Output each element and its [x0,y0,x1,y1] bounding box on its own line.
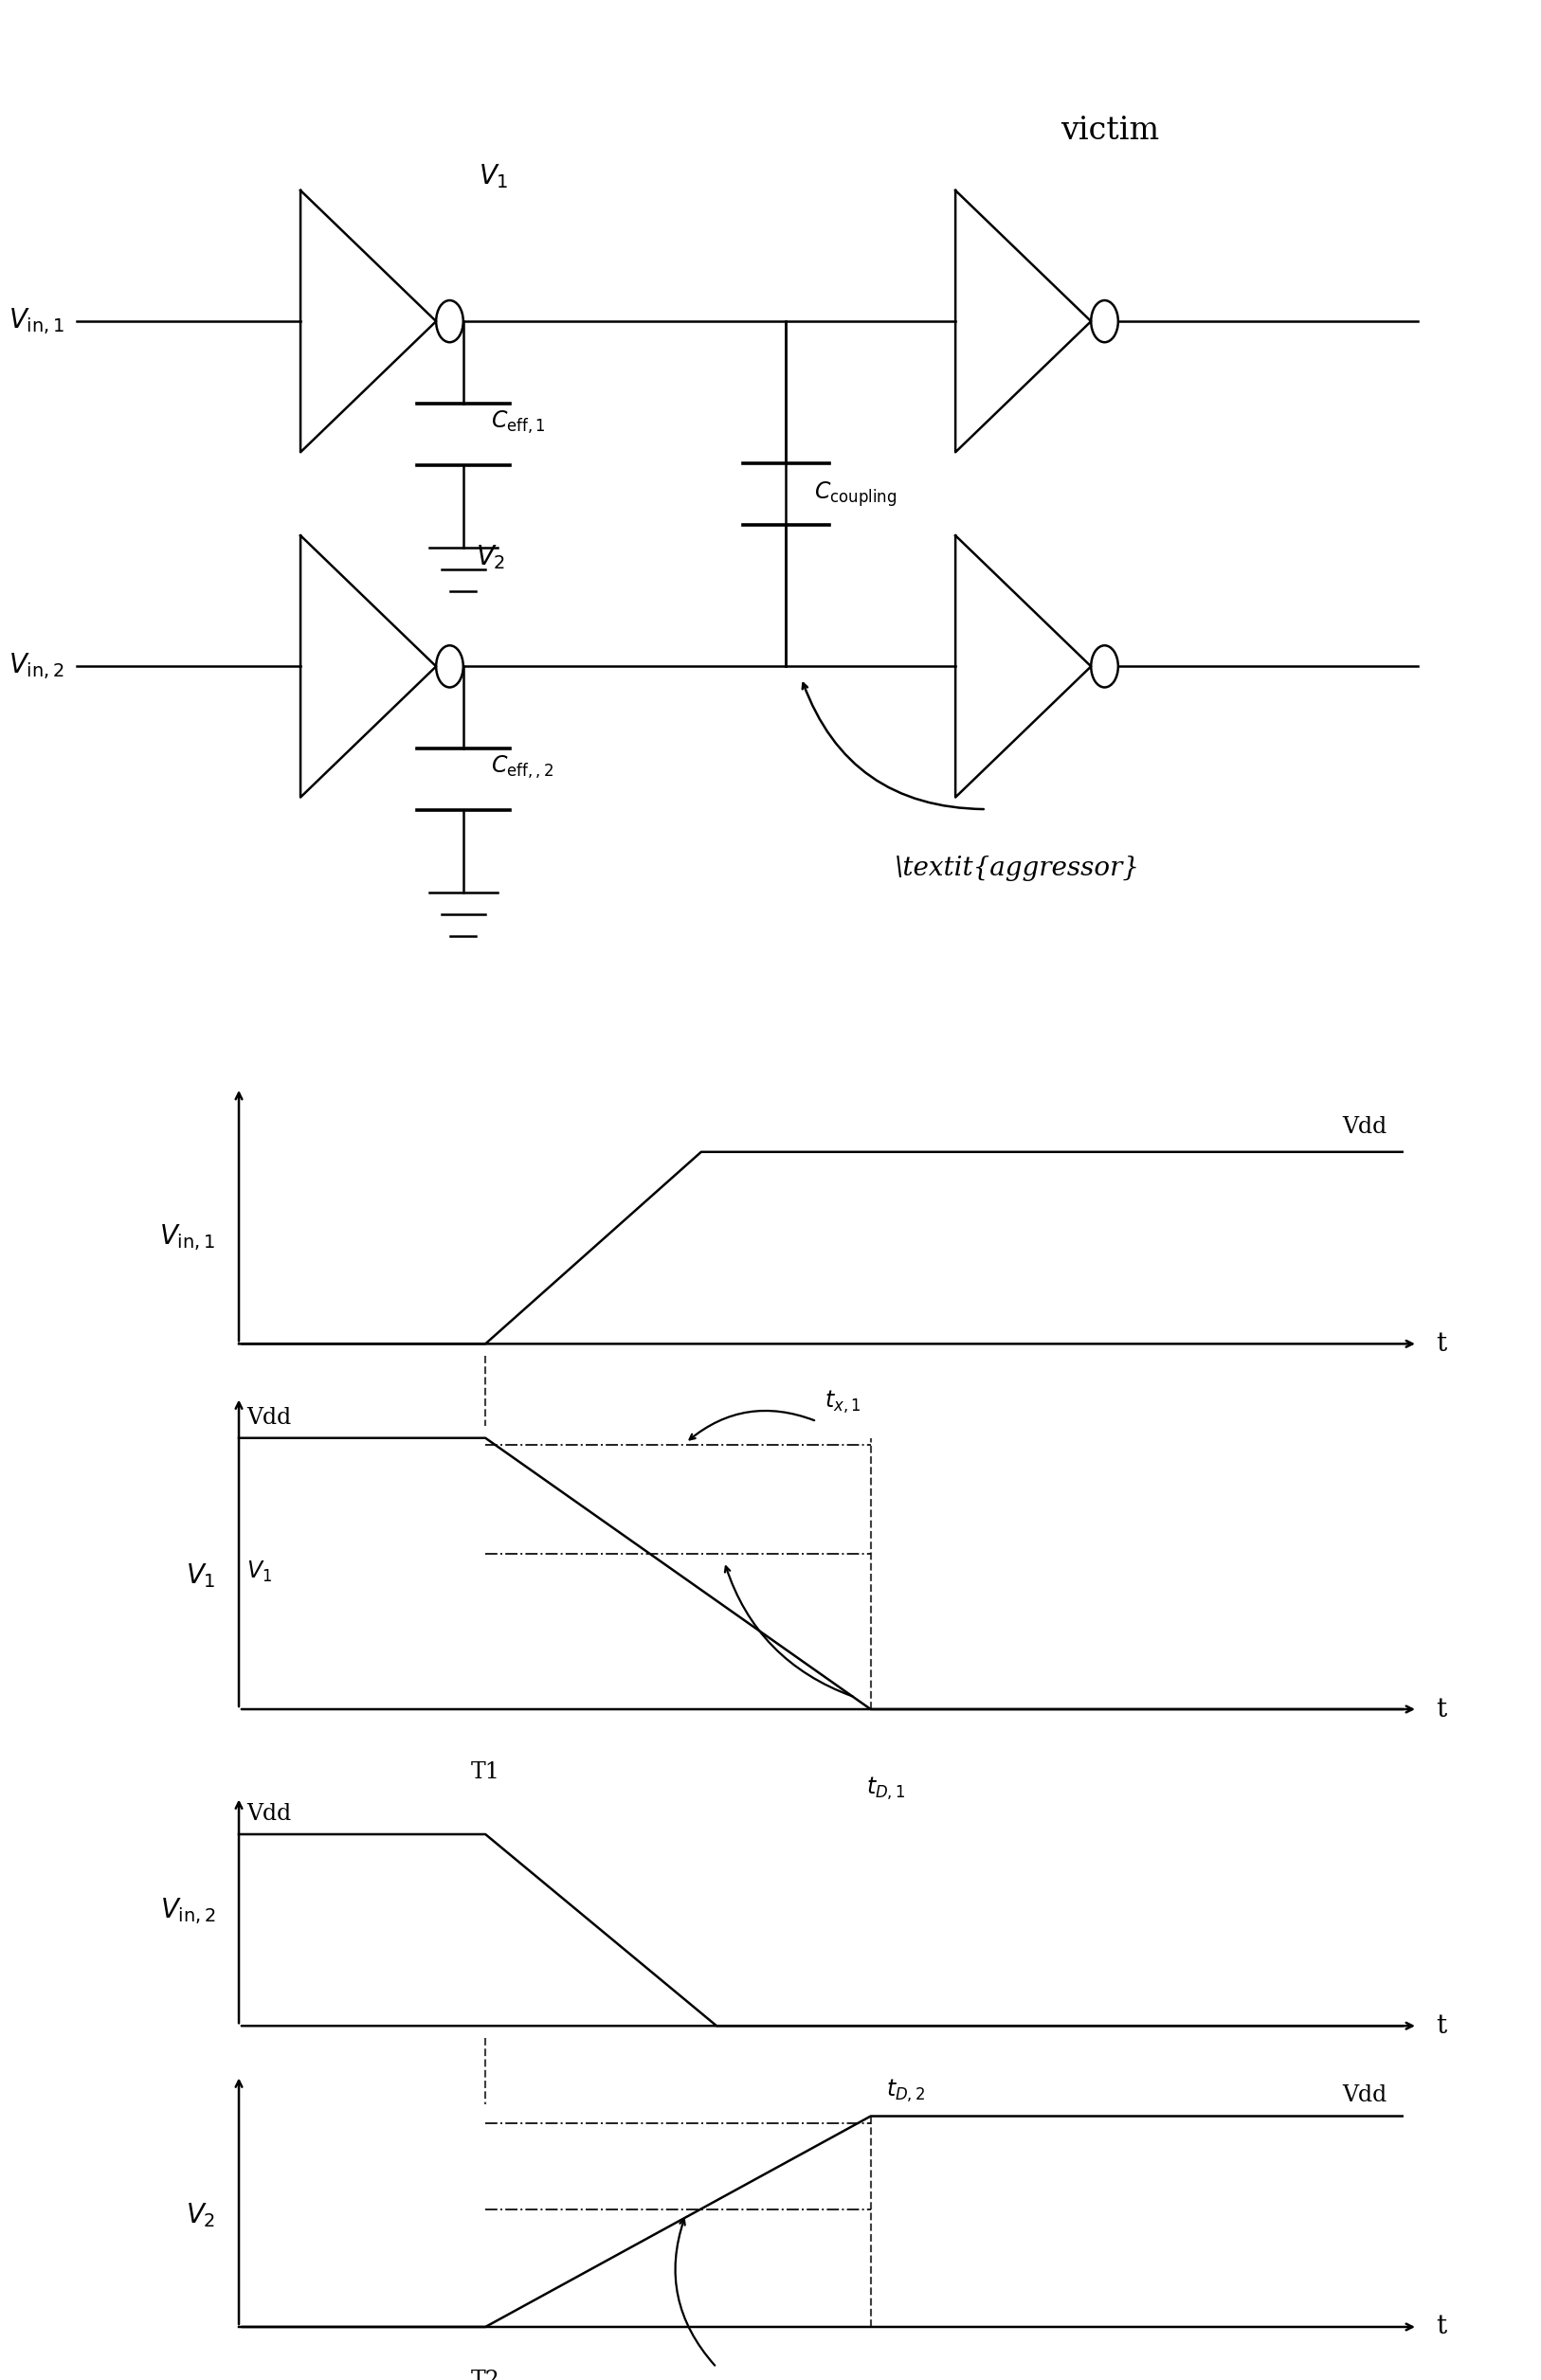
Text: $V_1$: $V_1$ [186,1561,216,1590]
Text: t: t [1436,1697,1447,1723]
Text: $C_{\mathrm{eff,,2}}$: $C_{\mathrm{eff,,2}}$ [492,754,553,781]
Text: $V_2$: $V_2$ [186,2202,216,2230]
Text: $V_1$: $V_1$ [247,1559,273,1583]
Text: $t_{D,1}$: $t_{D,1}$ [866,1775,906,1802]
Text: victim: victim [1060,117,1159,145]
Text: T2: T2 [472,2370,499,2380]
Text: T1: T1 [472,1761,499,1783]
Text: $C_{\mathrm{coupling}}$: $C_{\mathrm{coupling}}$ [814,478,897,509]
Text: Vdd: Vdd [1342,1116,1387,1138]
Text: Vdd: Vdd [1342,2085,1387,2106]
Text: $V_{\mathrm{in,1}}$: $V_{\mathrm{in,1}}$ [9,307,65,336]
Text: $V_2$: $V_2$ [476,543,505,571]
Text: $V_{\mathrm{in,2}}$: $V_{\mathrm{in,2}}$ [160,1897,216,1925]
Text: $t_{x,1}$: $t_{x,1}$ [824,1390,861,1416]
Text: $V_{\mathrm{in,2}}$: $V_{\mathrm{in,2}}$ [9,652,65,681]
Text: Vdd: Vdd [247,1804,291,1825]
Text: \textit{aggressor}: \textit{aggressor} [894,857,1140,881]
Text: t: t [1436,2313,1447,2340]
Text: t: t [1436,1330,1447,1357]
Text: $V_1$: $V_1$ [479,162,509,190]
Text: Vdd: Vdd [247,1407,291,1428]
Text: $t_{D,2}$: $t_{D,2}$ [886,2078,925,2104]
Text: $V_{\mathrm{in,1}}$: $V_{\mathrm{in,1}}$ [160,1223,216,1252]
Text: t: t [1436,2013,1447,2040]
Text: $C_{\mathrm{eff,1}}$: $C_{\mathrm{eff,1}}$ [492,409,546,436]
